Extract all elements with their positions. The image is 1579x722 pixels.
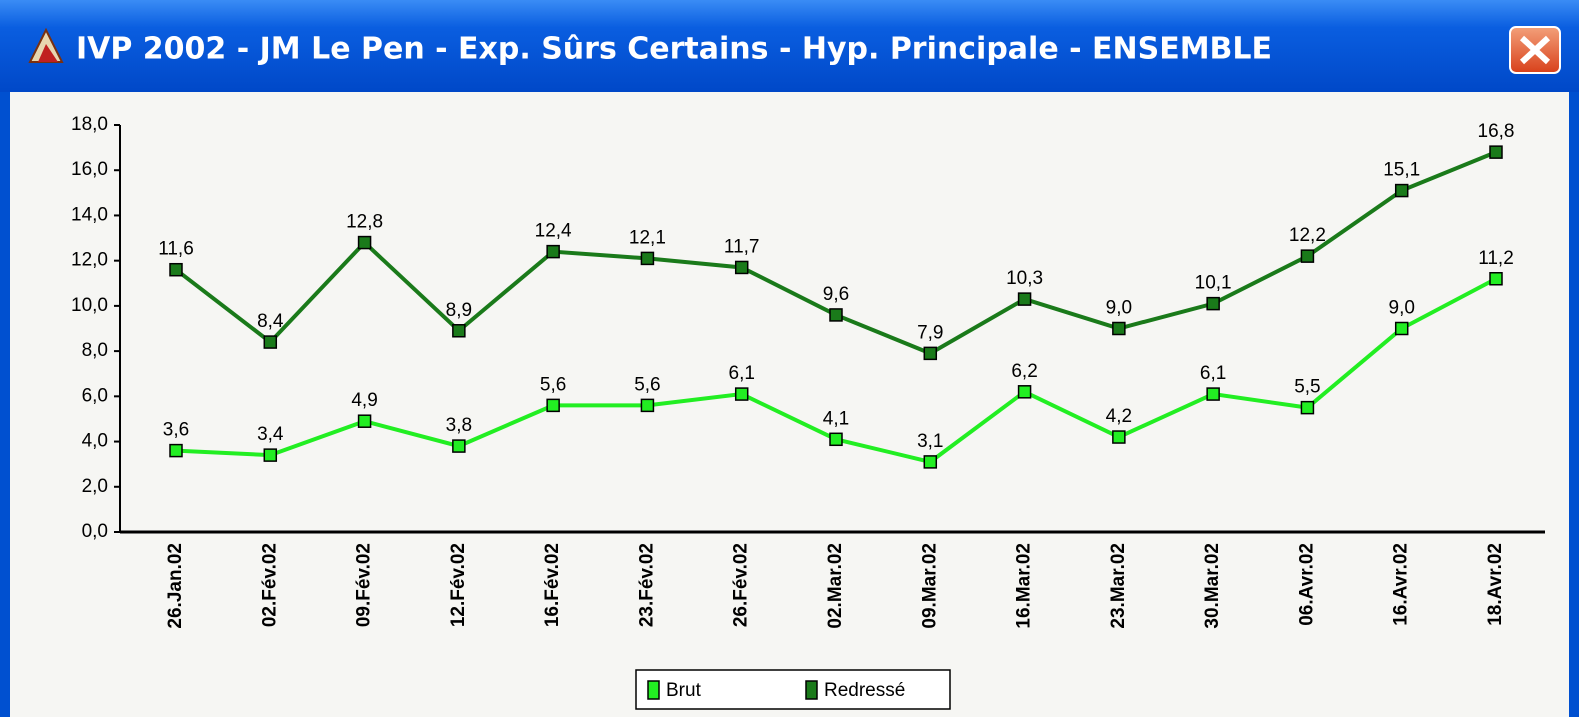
marker xyxy=(546,244,560,259)
legend-swatch xyxy=(647,680,660,700)
value-label: 12,2 xyxy=(1289,225,1326,246)
marker xyxy=(263,448,278,462)
y-tick-label: 4,0 xyxy=(82,431,108,452)
y-tick-label: 16,0 xyxy=(71,159,108,180)
value-label: 9,6 xyxy=(823,284,849,305)
x-tick-label: 26.Fév.02 xyxy=(731,543,752,627)
value-label: 6,2 xyxy=(1011,361,1037,382)
value-label: 3,4 xyxy=(257,424,284,445)
marker xyxy=(1206,387,1220,401)
value-label: 12,1 xyxy=(629,227,666,248)
marker xyxy=(169,262,183,277)
x-tick-label: 16.Mar.02 xyxy=(1014,543,1035,629)
marker xyxy=(452,324,466,338)
value-label: 16,8 xyxy=(1478,121,1515,142)
marker xyxy=(1017,385,1032,399)
value-label: 10,3 xyxy=(1006,268,1043,289)
marker xyxy=(829,308,843,322)
marker xyxy=(357,235,372,250)
x-tick-label: 16.Avr.02 xyxy=(1391,543,1412,626)
value-label: 11,6 xyxy=(158,239,194,260)
value-label: 9,0 xyxy=(1389,298,1415,319)
y-tick-label: 12,0 xyxy=(71,250,108,271)
value-label: 15,1 xyxy=(1383,160,1420,181)
x-tick-label: 16.Fév.02 xyxy=(542,543,563,627)
marker xyxy=(923,346,938,361)
x-tick-label: 30.Mar.02 xyxy=(1202,543,1223,629)
value-label: 4,9 xyxy=(351,390,377,411)
legend-label: Redressé xyxy=(824,680,905,701)
y-tick-label: 14,0 xyxy=(71,204,108,225)
marker xyxy=(1300,400,1315,415)
x-tick-label: 09.Mar.02 xyxy=(919,543,940,629)
y-tick-label: 6,0 xyxy=(82,385,108,406)
x-tick-label: 26.Jan.02 xyxy=(165,543,186,629)
y-tick-label: 2,0 xyxy=(82,476,108,497)
value-label: 8,4 xyxy=(257,311,284,332)
window-title: IVP 2002 - JM Le Pen - Exp. Sûrs Certain… xyxy=(76,32,1272,67)
value-label: 8,9 xyxy=(446,300,472,321)
value-label: 5,5 xyxy=(1294,377,1320,398)
value-label: 12,4 xyxy=(535,221,572,242)
x-tick-label: 23.Fév.02 xyxy=(636,543,657,627)
y-tick-label: 18,0 xyxy=(71,114,108,135)
value-label: 5,6 xyxy=(634,374,660,395)
value-label: 7,9 xyxy=(917,322,943,343)
legend-label: Brut xyxy=(666,680,702,701)
marker xyxy=(1394,183,1409,198)
x-tick-label: 12.Fév.02 xyxy=(448,543,469,627)
marker xyxy=(734,387,749,401)
marker xyxy=(640,398,655,413)
app-icon xyxy=(28,27,64,63)
marker xyxy=(1394,321,1409,336)
value-label: 6,1 xyxy=(1200,363,1226,384)
x-tick-label: 18.Avr.02 xyxy=(1485,543,1506,626)
marker xyxy=(640,251,655,266)
marker xyxy=(1112,430,1126,444)
marker xyxy=(1112,321,1126,336)
value-label: 4,2 xyxy=(1106,406,1132,427)
x-tick-label: 23.Mar.02 xyxy=(1108,543,1129,629)
marker xyxy=(1017,292,1032,306)
marker xyxy=(452,439,466,453)
chart-area xyxy=(10,92,1569,717)
x-tick-label: 02.Mar.02 xyxy=(825,543,846,629)
y-tick-label: 8,0 xyxy=(82,340,108,361)
y-tick-label: 0,0 xyxy=(82,521,108,542)
value-label: 3,8 xyxy=(446,415,472,436)
marker xyxy=(1489,145,1503,159)
value-label: 3,6 xyxy=(163,420,189,441)
value-label: 3,1 xyxy=(917,431,943,452)
value-label: 10,1 xyxy=(1195,273,1232,294)
marker xyxy=(923,455,938,469)
value-label: 6,1 xyxy=(729,363,755,384)
marker xyxy=(1489,272,1503,286)
marker xyxy=(1300,249,1315,263)
legend xyxy=(635,669,951,710)
value-label: 11,7 xyxy=(724,236,760,257)
marker xyxy=(263,335,278,349)
x-tick-label: 02.Fév.02 xyxy=(259,543,280,627)
marker xyxy=(357,414,372,428)
legend-swatch xyxy=(805,680,818,700)
title-bar xyxy=(0,0,1579,92)
x-tick-label: 06.Avr.02 xyxy=(1296,543,1317,626)
value-label: 5,6 xyxy=(540,374,566,395)
marker xyxy=(734,260,749,275)
marker xyxy=(829,432,843,447)
marker xyxy=(169,443,183,458)
y-tick-label: 10,0 xyxy=(71,295,108,316)
value-label: 4,1 xyxy=(823,408,849,429)
value-label: 9,0 xyxy=(1106,298,1132,319)
marker xyxy=(1206,296,1220,311)
close-button[interactable] xyxy=(1509,26,1561,74)
marker xyxy=(546,398,560,413)
x-tick-label: 09.Fév.02 xyxy=(354,543,375,627)
value-label: 12,8 xyxy=(346,212,383,233)
value-label: 11,2 xyxy=(1478,248,1514,269)
